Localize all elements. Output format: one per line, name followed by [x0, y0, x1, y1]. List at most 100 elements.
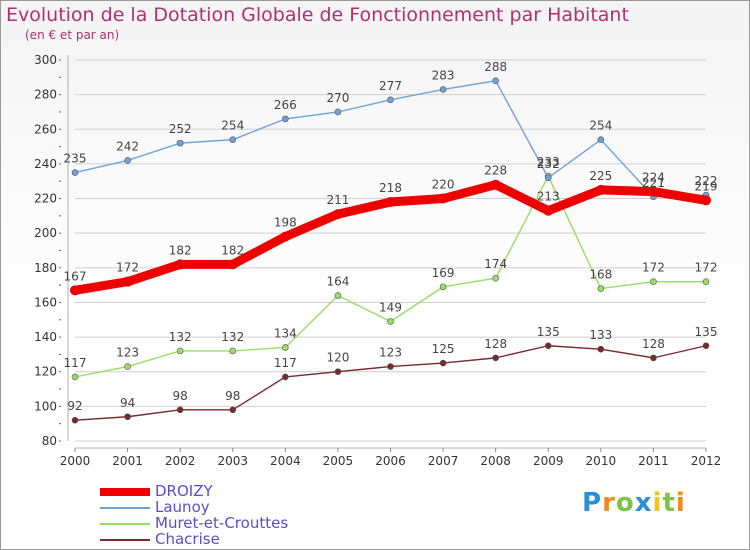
data-point — [702, 278, 710, 285]
legend-label-muret: Muret-et-Crouttes — [155, 514, 289, 532]
data-point — [282, 373, 289, 381]
data-label: 128 — [484, 337, 507, 351]
data-label: 182 — [221, 243, 244, 257]
y-tick-label: 220 — [34, 192, 57, 206]
data-label: 135 — [695, 325, 718, 339]
data-label: 172 — [642, 261, 665, 275]
data-label: 232 — [537, 157, 560, 171]
data-label: 219 — [695, 179, 718, 193]
data-label: 120 — [326, 351, 349, 365]
data-label: 252 — [169, 122, 192, 136]
data-point — [124, 157, 131, 164]
data-point — [543, 205, 554, 216]
data-point — [650, 278, 657, 285]
data-label: 211 — [326, 193, 349, 207]
legend-label-droizy: DROIZY — [155, 482, 213, 500]
y-tick-label: 280 — [34, 88, 57, 102]
data-label: 92 — [67, 399, 82, 413]
data-label: 277 — [379, 79, 402, 93]
legend-label-chacrise: Chacrise — [155, 530, 220, 548]
data-label: 222 — [695, 174, 718, 188]
data-point — [229, 136, 237, 143]
data-point — [70, 285, 80, 296]
data-label: 254 — [589, 119, 612, 133]
data-point — [490, 179, 501, 190]
data-point — [176, 406, 184, 414]
data-label: 128 — [642, 337, 665, 351]
y-tick-label: 240 — [34, 157, 57, 171]
data-label: 98 — [225, 389, 240, 403]
data-point — [439, 283, 447, 291]
x-tick-label: 2001 — [112, 454, 143, 468]
x-tick-label: 2008 — [480, 454, 511, 468]
data-point — [71, 416, 79, 424]
x-tick-label: 2000 — [60, 454, 91, 468]
data-point — [439, 86, 447, 93]
data-label: 172 — [116, 261, 139, 275]
x-tick-label: 2012 — [691, 454, 722, 468]
data-point — [229, 347, 237, 355]
data-point — [438, 193, 449, 204]
data-label: 218 — [379, 181, 402, 195]
data-label: 220 — [432, 178, 455, 192]
y-tick-label: 200 — [34, 226, 57, 240]
data-point — [334, 368, 342, 376]
x-tick-label: 2011 — [638, 454, 669, 468]
x-tick-label: 2005 — [323, 454, 354, 468]
data-label: 123 — [116, 346, 139, 360]
data-point — [334, 108, 342, 116]
data-point — [229, 406, 237, 414]
data-point — [332, 209, 343, 220]
data-point — [492, 354, 499, 362]
data-label: 169 — [432, 266, 455, 280]
data-point — [176, 139, 184, 147]
data-point — [492, 77, 499, 85]
data-label: 266 — [274, 98, 297, 112]
y-tick-label: 260 — [34, 122, 57, 136]
data-label: 94 — [120, 396, 135, 410]
data-label: 134 — [274, 326, 297, 340]
data-point — [334, 292, 342, 299]
data-label: 270 — [326, 91, 349, 105]
legend-swatch-chacrise — [100, 539, 150, 541]
data-point — [122, 276, 133, 287]
data-point — [175, 259, 186, 270]
data-point — [595, 184, 606, 195]
data-label: 224 — [642, 171, 665, 185]
data-point — [385, 197, 396, 208]
x-tick-label: 2003 — [217, 454, 248, 468]
data-label: 225 — [589, 169, 612, 183]
data-label: 135 — [537, 325, 560, 339]
data-label: 167 — [64, 269, 87, 283]
data-label: 149 — [379, 301, 402, 315]
chart-subtitle: (en € et par an) — [25, 28, 120, 42]
data-point — [597, 345, 605, 353]
data-label: 132 — [169, 330, 192, 344]
y-tick-label: 120 — [34, 365, 57, 379]
data-point — [282, 344, 289, 351]
data-label: 168 — [589, 268, 612, 282]
data-label: 213 — [537, 190, 560, 204]
data-point — [282, 115, 289, 123]
x-tick-label: 2007 — [428, 454, 459, 468]
data-label: 123 — [379, 346, 402, 360]
data-label: 242 — [116, 139, 139, 153]
y-tick-label: 80 — [42, 434, 57, 448]
y-tick-label: 100 — [34, 399, 57, 413]
data-point — [387, 363, 394, 370]
data-point — [702, 342, 710, 350]
x-tick-label: 2006 — [375, 454, 406, 468]
data-label: 198 — [274, 216, 297, 230]
legend-swatch-launoy — [100, 507, 150, 509]
data-label: 117 — [274, 356, 297, 370]
data-point — [387, 318, 394, 325]
data-label: 164 — [326, 275, 349, 289]
legend-swatch-droizy — [100, 488, 150, 496]
data-label: 283 — [432, 68, 455, 82]
data-point — [176, 347, 184, 355]
data-point — [71, 373, 79, 381]
legend-label-launoy: Launoy — [155, 498, 210, 516]
legend-swatch-muret — [100, 523, 150, 525]
proxiti-logo: Proxiti — [582, 488, 686, 518]
